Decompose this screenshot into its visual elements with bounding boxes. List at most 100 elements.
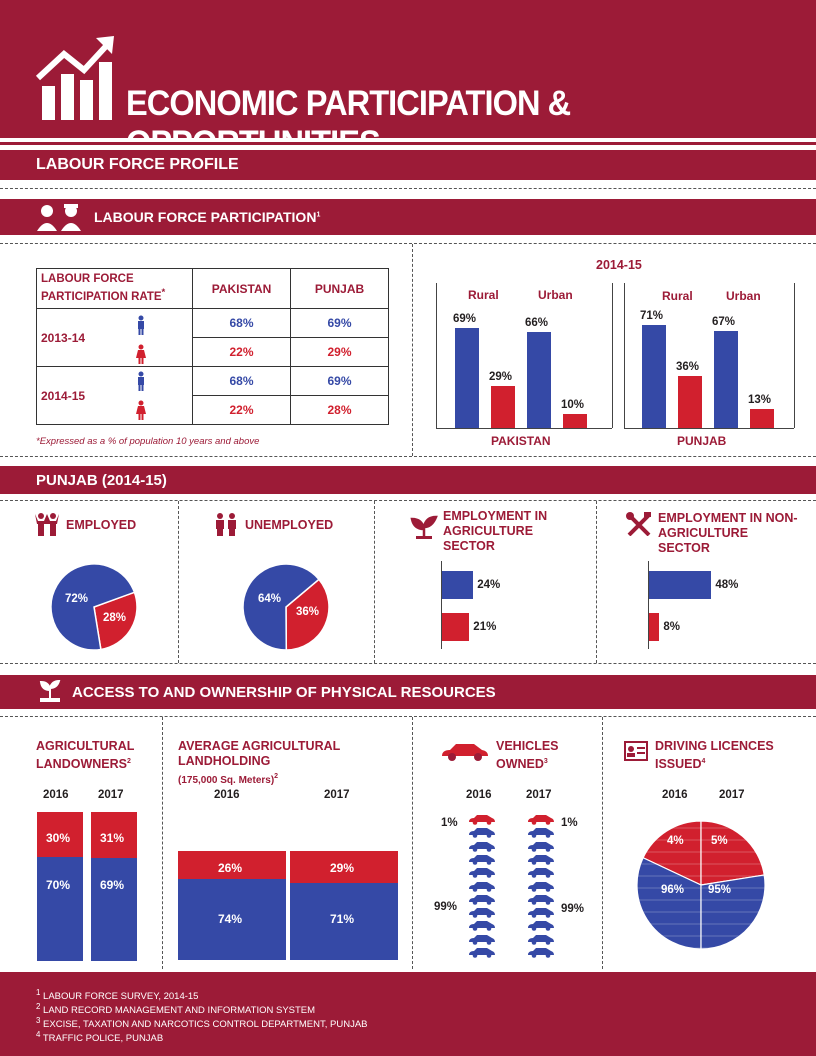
bar-value-label: 10% [561, 398, 585, 411]
unemployed-male-label: 64% [258, 593, 282, 605]
pak-rural-label: Rural [468, 288, 499, 302]
stack-label: 29% [330, 861, 355, 875]
licences-female-2016: 4% [667, 835, 684, 847]
pie-slice-male [93, 591, 138, 651]
bar-value-label: 71% [640, 310, 664, 323]
female-bar [491, 385, 515, 428]
male-hbar [649, 571, 712, 599]
section-lfp: LABOUR FORCE PARTICIPATION1 [0, 199, 816, 235]
male-car-icon [527, 945, 555, 958]
unemployed-female-label: 36% [296, 606, 320, 618]
male-car-icon [527, 918, 555, 932]
male-car-icon [468, 879, 496, 892]
stack-label: 31% [100, 831, 125, 845]
male-stack [37, 856, 83, 961]
male-stack [290, 882, 398, 960]
female-hbar [442, 613, 470, 641]
vehicles-female-2017: 1% [561, 817, 578, 829]
female-stack [37, 812, 83, 857]
unemployed-pie [242, 563, 330, 651]
licences-male-2017: 95% [708, 884, 732, 896]
pie-slice-male-2016 [636, 856, 702, 950]
bar-year: 2014-15 [596, 258, 642, 272]
male-hbar [442, 571, 474, 599]
bar-value-label: 67% [712, 315, 736, 328]
landowners-year-2017: 2017 [98, 789, 124, 801]
pie-slice-female [50, 563, 136, 651]
male-car-icon [527, 865, 555, 878]
stack-label: 30% [46, 831, 71, 845]
workers-icon [37, 204, 81, 231]
vehicles-male-2017: 99% [561, 903, 585, 915]
licences-female-2017: 5% [711, 835, 728, 847]
header-banner: ECONOMIC PARTICIPATION & OPPORTUNITIES [0, 0, 816, 163]
male-car-icon [468, 945, 496, 958]
bar-value-label: 29% [489, 370, 513, 383]
female-icon [136, 400, 146, 420]
agri-title: EMPLOYMENT IN AGRICULTURE SECTOR [443, 509, 548, 553]
female-stack [91, 812, 137, 859]
vehicles-year-2016: 2016 [466, 789, 492, 801]
bar-value-label: 13% [748, 394, 772, 407]
male-stack [91, 858, 137, 961]
female-bar [678, 375, 702, 428]
male-car-icon [527, 932, 555, 945]
female-bar [563, 413, 587, 428]
tools-icon [626, 512, 651, 536]
male-bar [527, 332, 551, 428]
pun-axis-label: PUNJAB [677, 434, 727, 448]
car-icon [442, 744, 488, 761]
pak-axis-label: PAKISTAN [491, 434, 551, 448]
employed-male-label: 72% [65, 593, 89, 605]
male-car-icon [468, 918, 496, 932]
female-hbar [649, 613, 660, 641]
male-bar [455, 327, 479, 428]
licences-male-2016: 96% [661, 884, 685, 896]
male-car-icon [527, 892, 555, 905]
male-bar [714, 330, 738, 428]
male-car-icon [468, 852, 496, 865]
lfp-table: LABOUR FORCE PARTICIPATION RATE* PAKISTA… [36, 268, 389, 425]
bar-value-label: 66% [525, 317, 549, 330]
id-card-icon [624, 741, 648, 761]
pie-slice-male-2017 [700, 874, 766, 950]
vehicles-year-2017: 2017 [526, 789, 552, 801]
pie-slice-female-2016 [642, 820, 702, 886]
stack-label: 74% [218, 912, 243, 926]
pie-slice-female-2017 [700, 820, 765, 886]
employed-title: EMPLOYED [66, 518, 137, 532]
stack-label: 70% [46, 878, 71, 892]
male-car-icon [527, 879, 555, 892]
stack-label: 26% [218, 861, 243, 875]
female-stack [290, 851, 398, 883]
licences-pie [636, 820, 766, 950]
male-car-icon [468, 932, 496, 945]
landholding-year-2016: 2016 [214, 789, 240, 801]
male-car-icon [527, 839, 555, 852]
hbar-value-label: 48% [715, 579, 739, 591]
hbar-value-label: 21% [473, 621, 497, 633]
male-car-icon [468, 892, 496, 905]
nonagri-title: EMPLOYMENT IN NON-AGRICULTURE SECTOR [658, 511, 798, 555]
landowners-year-2016: 2016 [43, 789, 69, 801]
male-car-icon [468, 839, 496, 852]
section-punjab: PUNJAB (2014-15) [0, 466, 816, 494]
pie-slice-female [242, 563, 320, 651]
female-car-icon [527, 812, 555, 825]
licences-year-2017: 2017 [719, 789, 745, 801]
pun-urban-label: Urban [726, 289, 761, 303]
pie-slice-male [285, 578, 330, 651]
growth-chart-icon [36, 36, 114, 120]
stack-label: 69% [100, 878, 125, 892]
resources-icon [39, 680, 61, 702]
hbar-value-label: 24% [477, 579, 501, 591]
pak-urban-label: Urban [538, 288, 573, 302]
bar-value-label: 36% [676, 360, 700, 373]
employed-female-label: 28% [103, 612, 127, 624]
female-car-icon [468, 812, 496, 825]
section-labour-profile: LABOUR FORCE PROFILE [0, 150, 816, 180]
male-car-icon [468, 865, 496, 878]
male-car-icon [527, 905, 555, 918]
pun-rural-label: Rural [662, 289, 693, 303]
lfp-note: *Expressed as a % of population 10 years… [36, 436, 260, 447]
